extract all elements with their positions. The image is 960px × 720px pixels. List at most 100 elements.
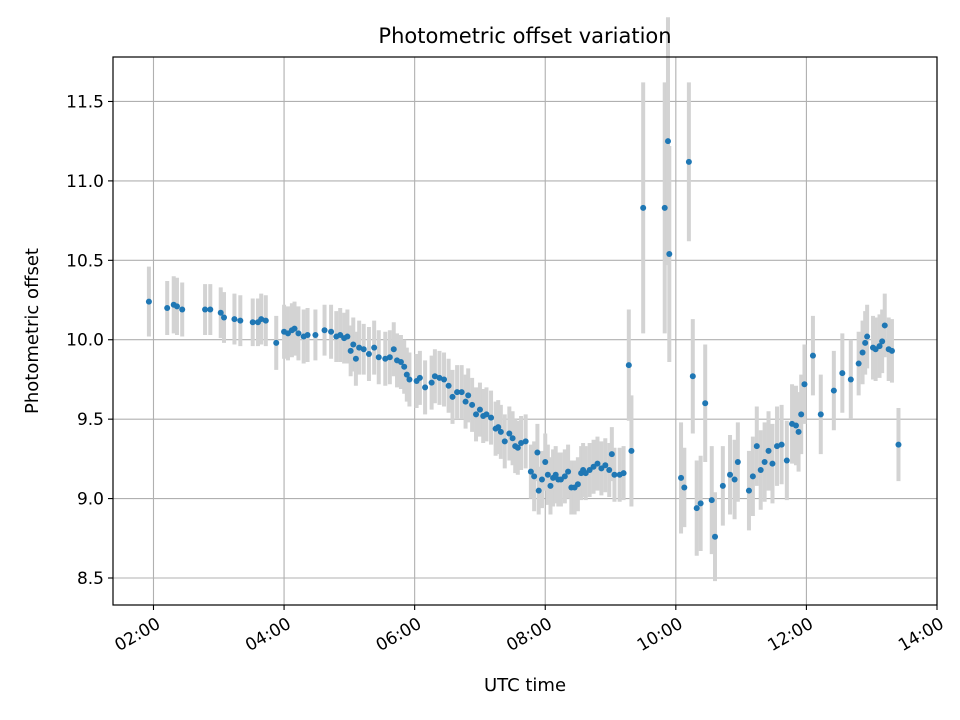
data-point bbox=[620, 470, 627, 477]
data-point bbox=[390, 346, 397, 353]
data-point bbox=[765, 447, 772, 454]
data-point bbox=[538, 476, 545, 483]
data-point bbox=[522, 438, 529, 445]
data-point bbox=[542, 459, 549, 466]
data-point bbox=[428, 379, 435, 386]
data-point bbox=[839, 370, 846, 377]
data-point bbox=[347, 347, 354, 354]
data-point bbox=[611, 471, 618, 478]
data-point bbox=[774, 443, 781, 450]
y-tick-label: 10.0 bbox=[66, 331, 104, 351]
data-point bbox=[574, 481, 581, 488]
data-point bbox=[231, 316, 238, 323]
data-point bbox=[693, 505, 700, 512]
data-point bbox=[416, 374, 423, 381]
data-point bbox=[847, 376, 854, 383]
data-point bbox=[344, 333, 351, 340]
data-point bbox=[321, 327, 328, 334]
data-point bbox=[179, 306, 186, 313]
data-point bbox=[606, 466, 613, 473]
data-point bbox=[445, 382, 452, 389]
data-point bbox=[202, 306, 209, 313]
data-point bbox=[809, 352, 816, 359]
data-point bbox=[360, 346, 367, 353]
data-point bbox=[534, 449, 541, 456]
chart-title: Photometric offset variation bbox=[378, 24, 671, 48]
data-point bbox=[403, 371, 410, 378]
data-point bbox=[495, 424, 502, 431]
data-point bbox=[862, 339, 869, 346]
data-point bbox=[888, 347, 895, 354]
data-point bbox=[406, 376, 413, 383]
data-point bbox=[207, 306, 214, 313]
data-point bbox=[640, 204, 647, 211]
data-point bbox=[731, 476, 738, 483]
data-point bbox=[855, 360, 862, 367]
data-point bbox=[249, 319, 256, 326]
data-point bbox=[449, 393, 456, 400]
data-point bbox=[527, 468, 534, 475]
data-point bbox=[565, 468, 572, 475]
data-point bbox=[666, 250, 673, 257]
data-point bbox=[602, 462, 609, 469]
data-point bbox=[220, 314, 227, 321]
data-point bbox=[628, 447, 635, 454]
data-point bbox=[217, 309, 224, 316]
data-point bbox=[727, 471, 734, 478]
data-point bbox=[173, 303, 180, 310]
data-point bbox=[745, 487, 752, 494]
data-point bbox=[552, 471, 559, 478]
data-point bbox=[876, 343, 883, 350]
data-point bbox=[441, 376, 448, 383]
data-point bbox=[895, 441, 902, 448]
data-point bbox=[830, 387, 837, 394]
data-point bbox=[382, 355, 389, 362]
data-point bbox=[608, 451, 615, 458]
data-point bbox=[506, 430, 513, 437]
data-point bbox=[708, 497, 715, 504]
data-point bbox=[483, 411, 490, 418]
y-tick-label: 9.0 bbox=[77, 490, 104, 510]
y-axis-label: Photometric offset bbox=[22, 248, 43, 414]
data-point bbox=[514, 444, 521, 451]
data-point bbox=[689, 373, 696, 380]
data-point bbox=[749, 473, 756, 480]
data-point bbox=[488, 414, 495, 421]
data-point bbox=[365, 351, 372, 358]
data-point bbox=[757, 466, 764, 473]
data-point bbox=[462, 398, 469, 405]
data-point bbox=[531, 473, 538, 480]
data-point bbox=[678, 474, 685, 481]
data-point bbox=[436, 374, 443, 381]
data-point bbox=[702, 400, 709, 407]
data-point bbox=[685, 158, 692, 165]
data-point bbox=[501, 438, 508, 445]
data-point bbox=[734, 459, 741, 466]
data-point bbox=[625, 362, 632, 369]
data-point bbox=[518, 439, 525, 446]
data-point bbox=[801, 381, 808, 388]
data-point bbox=[561, 473, 568, 480]
data-point bbox=[594, 460, 601, 467]
data-points bbox=[145, 138, 902, 540]
data-point bbox=[295, 330, 302, 337]
y-tick-label: 11.5 bbox=[66, 92, 104, 112]
data-point bbox=[761, 459, 768, 466]
data-point bbox=[795, 428, 802, 435]
data-point bbox=[291, 325, 298, 332]
data-point bbox=[237, 317, 244, 324]
data-point bbox=[881, 322, 888, 329]
data-point bbox=[458, 389, 465, 396]
data-point bbox=[469, 401, 476, 408]
data-point bbox=[356, 344, 363, 351]
data-point bbox=[431, 373, 438, 380]
data-point bbox=[164, 304, 171, 311]
data-point bbox=[454, 389, 461, 396]
data-point bbox=[473, 411, 480, 418]
data-point bbox=[422, 384, 429, 391]
data-point bbox=[465, 392, 472, 399]
plot-frame bbox=[112, 56, 938, 606]
data-point bbox=[258, 316, 265, 323]
data-point bbox=[371, 344, 378, 351]
